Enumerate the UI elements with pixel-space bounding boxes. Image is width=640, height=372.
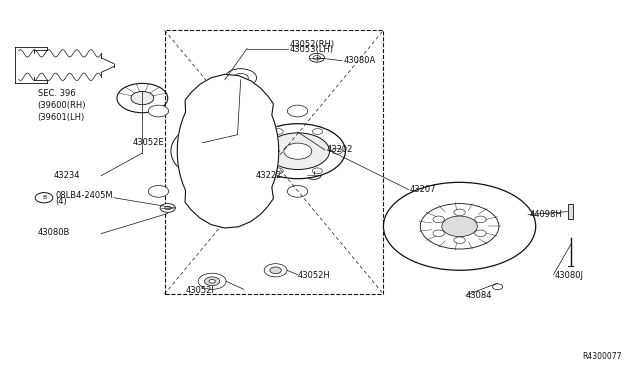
Circle shape [442, 216, 477, 237]
Circle shape [332, 148, 342, 154]
Circle shape [273, 168, 284, 174]
Circle shape [270, 267, 282, 273]
Text: 43052I: 43052I [186, 286, 214, 295]
Circle shape [190, 129, 266, 173]
Circle shape [383, 182, 536, 270]
Circle shape [493, 284, 503, 290]
Circle shape [433, 230, 444, 237]
Circle shape [312, 168, 323, 174]
Circle shape [171, 118, 285, 184]
Circle shape [264, 264, 287, 277]
Text: R4300077: R4300077 [582, 352, 621, 361]
Circle shape [250, 124, 346, 179]
Text: 43202: 43202 [326, 145, 353, 154]
Text: 43052H: 43052H [298, 271, 330, 280]
Text: B: B [42, 195, 46, 200]
Text: 44098H: 44098H [529, 210, 562, 219]
Circle shape [164, 206, 171, 210]
Circle shape [225, 69, 257, 87]
Text: 43234: 43234 [54, 170, 80, 180]
Circle shape [429, 209, 490, 244]
Circle shape [309, 53, 324, 62]
Circle shape [209, 279, 215, 283]
Text: (4): (4) [56, 197, 67, 206]
Circle shape [475, 230, 486, 237]
Circle shape [148, 105, 168, 117]
Polygon shape [177, 74, 279, 228]
Text: 43052E: 43052E [133, 138, 164, 147]
Circle shape [287, 186, 308, 197]
Text: 43080J: 43080J [555, 270, 584, 279]
Text: 43084: 43084 [466, 291, 492, 301]
Circle shape [433, 216, 444, 223]
Circle shape [475, 216, 486, 223]
Text: 43080A: 43080A [344, 56, 376, 65]
Circle shape [35, 193, 53, 203]
Text: 08LB4-2405M: 08LB4-2405M [56, 191, 113, 200]
Circle shape [284, 143, 312, 159]
Text: 43222: 43222 [255, 170, 282, 180]
Circle shape [420, 203, 499, 249]
Circle shape [306, 171, 321, 179]
Circle shape [253, 148, 264, 154]
Circle shape [160, 203, 175, 212]
Circle shape [454, 237, 465, 244]
Circle shape [273, 129, 284, 134]
Circle shape [198, 273, 226, 289]
Bar [164, 30, 383, 294]
Circle shape [148, 186, 168, 197]
Text: SEC. 396
(39600(RH)
(39601(LH): SEC. 396 (39600(RH) (39601(LH) [38, 89, 86, 122]
Circle shape [454, 209, 465, 216]
Circle shape [312, 129, 323, 134]
Text: 43080B: 43080B [38, 228, 70, 237]
Bar [568, 204, 573, 219]
Circle shape [205, 277, 220, 286]
Circle shape [287, 105, 308, 117]
Circle shape [131, 92, 154, 105]
Text: 43207: 43207 [410, 185, 436, 194]
Text: 43053(LH): 43053(LH) [289, 45, 333, 54]
Circle shape [266, 133, 330, 170]
Text: 43052(RH): 43052(RH) [289, 40, 335, 49]
